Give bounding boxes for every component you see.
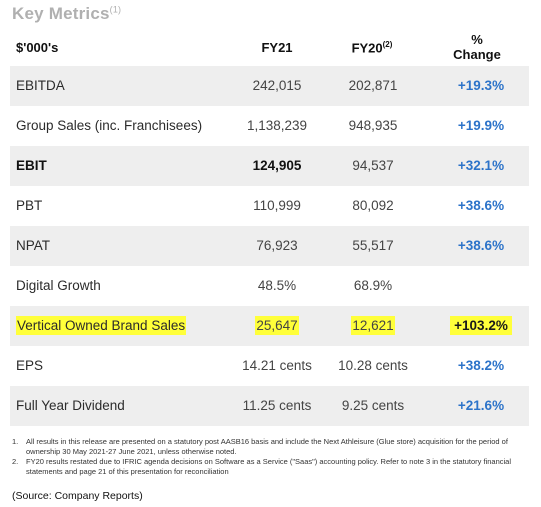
fy20-value: 68.9% [353, 278, 393, 293]
fy20-value: 12,621 [328, 306, 418, 346]
row-label: Group Sales (inc. Franchisees) [16, 118, 203, 133]
fy20-value: 10.28 cents [338, 358, 408, 373]
change-value: +38.6% [457, 198, 505, 213]
fy21-value: 25,647 [232, 306, 322, 346]
highlighted-label: Vertical Owned Brand Sales [16, 316, 187, 335]
footnote-text: All results in this release are presente… [26, 437, 508, 456]
fy20-value: 80,092 [352, 198, 394, 213]
fy21-value: 124,905 [252, 158, 302, 173]
row-label: NPAT [16, 238, 51, 253]
row-label: EBIT [16, 158, 47, 173]
footnote-number: 2. [12, 457, 19, 466]
footnote-number: 1. [12, 437, 19, 446]
fy20-value: 94,537 [352, 158, 394, 173]
source-caption: (Source: Company Reports) [12, 490, 143, 502]
fy20-value: 9.25 cents [341, 398, 405, 413]
table-row: Full Year Dividend 11.25 cents 9.25 cent… [10, 386, 529, 426]
fy21-value: 1,138,239 [246, 118, 308, 133]
change-value: +19.3% [457, 78, 505, 93]
fy21-value: 110,999 [253, 198, 301, 213]
change-value: +103.2% [440, 306, 522, 346]
fy20-value: 55,517 [352, 238, 394, 253]
fy20-value: 202,871 [348, 78, 398, 93]
change-value: +32.1% [457, 158, 505, 173]
change-value: +19.9% [457, 118, 505, 133]
highlighted-change: +103.2% [450, 316, 512, 335]
highlighted-fy21: 25,647 [255, 316, 299, 335]
metrics-table: EBITDA 242,015 202,871 +19.3% Group Sale… [10, 66, 529, 426]
row-label: Vertical Owned Brand Sales [16, 306, 187, 346]
fy21-value: 14.21 cents [242, 358, 312, 373]
change-value: +38.6% [457, 238, 505, 253]
fy20-value: 948,935 [348, 118, 398, 133]
header-change: % Change [453, 32, 501, 62]
row-label: PBT [16, 198, 43, 213]
row-label: Full Year Dividend [16, 398, 125, 413]
footnote: 1. All results in this release are prese… [12, 437, 532, 456]
fy21-value: 11.25 cents [242, 398, 312, 413]
header-fy21: FY21 [261, 40, 293, 55]
footnote-text: FY20 results restated due to IFRIC agend… [26, 457, 512, 476]
row-label: EBITDA [16, 78, 65, 93]
table-row: EPS 14.21 cents 10.28 cents +38.2% [10, 346, 529, 386]
fy21-value: 76,923 [256, 238, 298, 253]
table-row: PBT 110,999 80,092 +38.6% [10, 186, 529, 226]
header-units: $'000's [16, 40, 59, 55]
fy20-footnote-marker: (2) [382, 40, 393, 49]
table-row: EBITDA 242,015 202,871 +19.3% [10, 66, 529, 106]
fy21-value: 242,015 [252, 78, 302, 93]
fy21-value: 48.5% [257, 278, 297, 293]
table-row: NPAT 76,923 55,517 +38.6% [10, 226, 529, 266]
change-value [440, 266, 522, 306]
table-row: Digital Growth 48.5% 68.9% [10, 266, 529, 306]
footnotes: 1. All results in this release are prese… [12, 437, 532, 477]
page-title: Key Metrics(1) [12, 4, 122, 23]
header-fy20: FY20(2) [351, 40, 393, 56]
footnote: 2. FY20 results restated due to IFRIC ag… [12, 457, 532, 476]
change-value: +38.2% [457, 358, 505, 373]
change-value: +21.6% [457, 398, 505, 413]
table-row: EBIT 124,905 94,537 +32.1% [10, 146, 529, 186]
row-label: EPS [16, 358, 44, 373]
highlighted-fy20: 12,621 [351, 316, 395, 335]
table-row: Vertical Owned Brand Sales 25,647 12,621… [10, 306, 529, 346]
table-row: Group Sales (inc. Franchisees) 1,138,239… [10, 106, 529, 146]
title-footnote-marker: (1) [109, 4, 122, 15]
row-label: Digital Growth [16, 278, 101, 293]
